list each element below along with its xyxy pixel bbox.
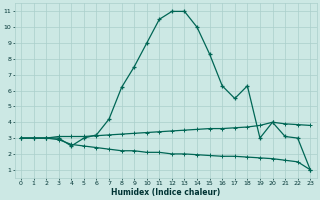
- X-axis label: Humidex (Indice chaleur): Humidex (Indice chaleur): [111, 188, 220, 197]
